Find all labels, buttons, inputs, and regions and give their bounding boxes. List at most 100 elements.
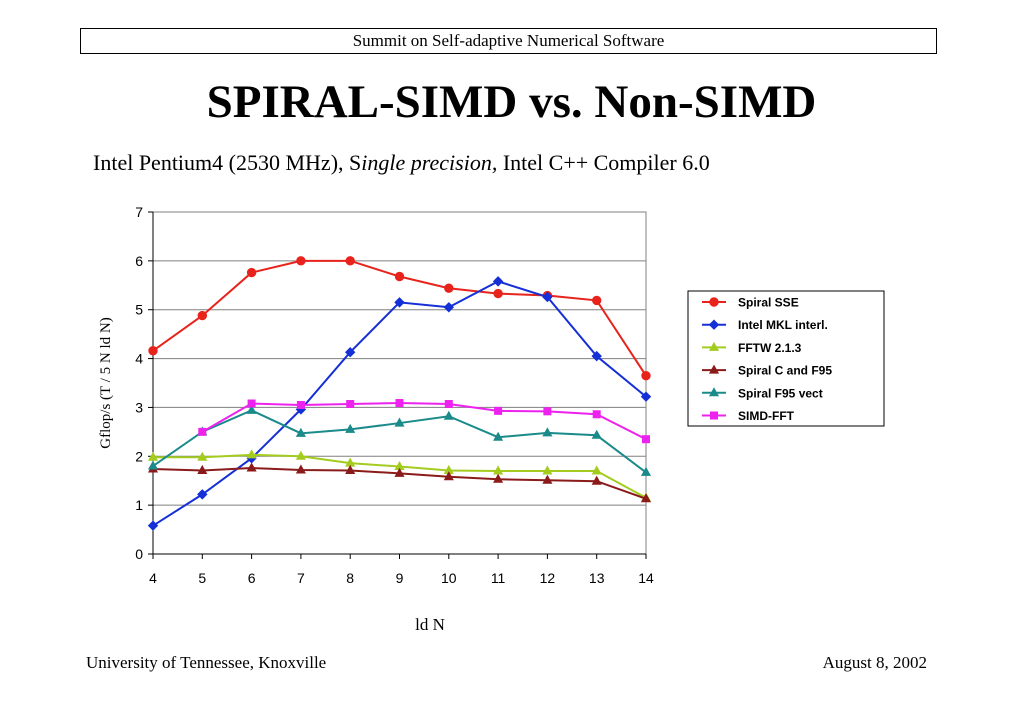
data-point bbox=[394, 297, 405, 308]
legend-label: Spiral F95 vect bbox=[738, 386, 823, 400]
data-point bbox=[591, 429, 602, 439]
data-point bbox=[197, 451, 208, 461]
data-point bbox=[443, 302, 455, 313]
data-point bbox=[296, 400, 305, 409]
data-point bbox=[246, 462, 257, 472]
data-point bbox=[444, 283, 454, 293]
plot-area bbox=[152, 211, 647, 555]
data-point bbox=[492, 276, 504, 287]
data-point bbox=[394, 467, 405, 477]
data-point bbox=[642, 435, 650, 444]
data-point bbox=[591, 350, 602, 362]
y-tick-label: 6 bbox=[135, 253, 143, 269]
data-point bbox=[591, 465, 602, 475]
legend-entry: Spiral C and F95 bbox=[702, 364, 832, 378]
data-point bbox=[443, 410, 454, 420]
data-point bbox=[395, 399, 404, 408]
data-point bbox=[542, 427, 553, 437]
slide-subtitle: Intel Pentium4 (2530 MHz), Single precis… bbox=[93, 150, 710, 176]
y-tick-label: 1 bbox=[135, 497, 143, 513]
legend-label: FFTW 2.1.3 bbox=[738, 341, 802, 355]
data-point bbox=[246, 404, 257, 414]
header-banner: Summit on Self-adaptive Numerical Softwa… bbox=[80, 28, 937, 54]
legend-entry: Spiral SSE bbox=[702, 296, 799, 310]
data-point bbox=[345, 423, 356, 433]
data-point bbox=[542, 291, 553, 303]
data-point bbox=[247, 399, 256, 408]
x-tick-label: 14 bbox=[638, 570, 654, 586]
subtitle-italic: ingle precision, bbox=[361, 150, 498, 175]
y-tick-label: 0 bbox=[135, 546, 143, 562]
x-tick-label: 9 bbox=[396, 570, 404, 586]
data-point bbox=[394, 271, 405, 282]
legend-swatch-marker bbox=[709, 297, 719, 307]
y-tick-label: 3 bbox=[135, 399, 143, 415]
legend-swatch-marker bbox=[708, 364, 720, 374]
legend-swatch-marker bbox=[708, 341, 720, 351]
data-point bbox=[640, 391, 652, 402]
data-point bbox=[197, 489, 208, 500]
data-point bbox=[640, 493, 652, 503]
data-point bbox=[198, 427, 207, 436]
x-axis-label: ld N bbox=[415, 615, 445, 634]
legend-label: SIMD-FFT bbox=[738, 409, 795, 423]
legend-label: Spiral C and F95 bbox=[738, 364, 832, 378]
data-point bbox=[246, 449, 257, 459]
data-point bbox=[543, 407, 552, 416]
data-point bbox=[640, 466, 652, 476]
data-point bbox=[346, 400, 355, 409]
series-simd-fft bbox=[198, 399, 650, 444]
legend-swatch-marker bbox=[708, 319, 720, 330]
slide-title: SPIRAL-SIMD vs. Non-SIMD bbox=[206, 76, 817, 128]
data-point bbox=[394, 417, 405, 427]
data-point bbox=[147, 520, 159, 531]
legend: Spiral SSE Intel MKL interl. FFTW 2.1.3 Spi… bbox=[702, 296, 832, 423]
data-point bbox=[641, 370, 651, 381]
data-point bbox=[444, 400, 453, 409]
y-tick-label: 5 bbox=[135, 302, 143, 318]
series-spiral-c-and-f95 bbox=[147, 462, 652, 503]
legend-label: Intel MKL interl. bbox=[738, 318, 828, 332]
header-banner-text: Summit on Self-adaptive Numerical Softwa… bbox=[352, 31, 665, 50]
series-spiral-sse bbox=[148, 256, 651, 381]
series-intel-mkl-interl bbox=[147, 276, 652, 531]
data-point bbox=[592, 410, 601, 419]
data-point bbox=[443, 471, 454, 481]
x-tick-label: 10 bbox=[441, 570, 457, 586]
y-tick-label: 2 bbox=[135, 448, 143, 464]
data-point bbox=[591, 475, 602, 485]
x-tick-label: 7 bbox=[297, 570, 305, 586]
x-tick-label: 4 bbox=[149, 570, 157, 586]
legend-entry: Spiral F95 vect bbox=[702, 386, 823, 400]
legend-entry: Intel MKL interl. bbox=[702, 318, 828, 332]
data-point bbox=[493, 431, 504, 441]
legend-entry: SIMD-FFT bbox=[702, 409, 795, 423]
y-axis-label: Gflop/s (T / 5 N ld N) bbox=[98, 317, 114, 448]
data-point bbox=[345, 464, 356, 474]
data-point bbox=[246, 267, 257, 278]
data-point bbox=[296, 256, 306, 266]
y-tick-label: 7 bbox=[135, 204, 143, 220]
series-line-simd-fft bbox=[201, 402, 647, 441]
data-point bbox=[295, 464, 306, 474]
data-point bbox=[345, 256, 355, 266]
data-point bbox=[542, 474, 553, 484]
x-tick-label: 12 bbox=[540, 570, 556, 586]
x-tick-label: 11 bbox=[491, 570, 506, 586]
x-tick-label: 6 bbox=[248, 570, 256, 586]
data-point bbox=[542, 465, 553, 475]
legend-entry: FFTW 2.1.3 bbox=[702, 341, 802, 355]
subtitle-part2: Intel C++ Compiler 6.0 bbox=[497, 150, 710, 175]
subtitle-part1: Intel Pentium4 (2530 MHz), S bbox=[93, 150, 362, 175]
data-point bbox=[147, 460, 159, 470]
data-point bbox=[197, 310, 208, 321]
data-point bbox=[493, 288, 503, 299]
footer-institution: University of Tennessee, Knoxville bbox=[86, 653, 327, 672]
y-tick-label: 4 bbox=[135, 351, 143, 367]
legend-swatch-marker bbox=[710, 411, 718, 420]
data-point bbox=[197, 464, 208, 474]
data-point bbox=[148, 346, 158, 356]
data-point bbox=[295, 450, 306, 460]
